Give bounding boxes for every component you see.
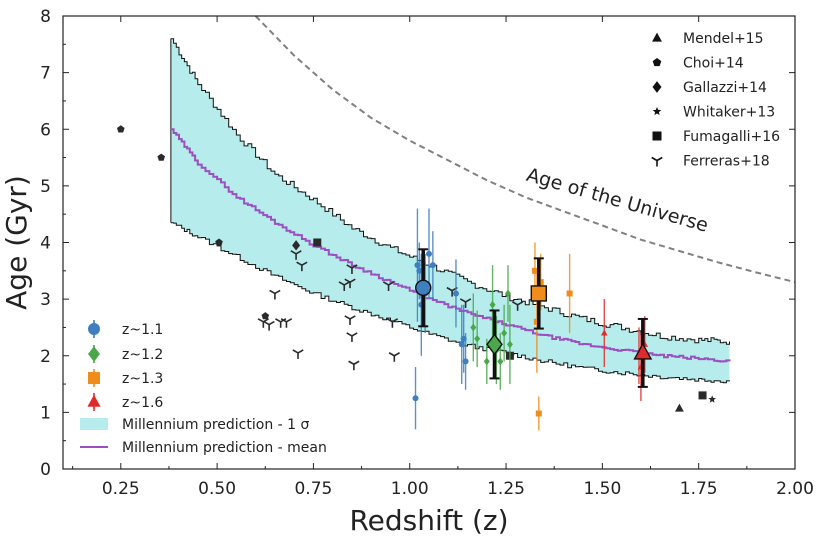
age-of-universe-curve <box>254 15 796 284</box>
lit-point-ferreras18 <box>290 250 302 260</box>
legend-label: Choi+14 <box>683 56 744 72</box>
x-tick-label: 1.00 <box>391 479 429 499</box>
lit-point-ferreras18 <box>292 349 304 359</box>
sample-13-point <box>535 410 542 417</box>
legend-label: Millennium prediction - 1 σ <box>122 417 310 433</box>
legend-label: z~1.1 <box>122 322 163 338</box>
legend-marker <box>88 346 100 362</box>
legend-marker <box>87 394 101 407</box>
legend-marker <box>652 58 662 67</box>
lit-point-ferreras18 <box>269 289 281 300</box>
legend-label: Mendel+15 <box>683 31 764 47</box>
legend-marker <box>652 81 662 93</box>
sigma-band-fill <box>170 38 730 383</box>
sample-13-point <box>533 318 540 325</box>
y-tick-label: 2 <box>40 347 51 367</box>
legend-label: Fumagalli+16 <box>683 129 780 145</box>
sample-16-point <box>600 329 608 336</box>
legend-marker <box>88 323 100 335</box>
y-tick-label: 6 <box>40 120 51 140</box>
lit-point-ferreras18 <box>382 281 395 291</box>
legend-marker <box>652 131 662 141</box>
lit-point-choi14 <box>117 125 125 133</box>
lit-point-ferreras18 <box>346 264 358 274</box>
y-tick-label: 5 <box>40 177 51 197</box>
lit-point-ferreras18 <box>459 298 472 308</box>
sample-11-mean-marker <box>415 279 432 296</box>
lit-point-whitaker13 <box>708 395 716 403</box>
legend-marker <box>88 372 100 384</box>
y-tick-label: 3 <box>40 290 51 310</box>
legend-samples: z~1.1 z~1.2 z~1.3 z~1.6 Millennium predictio… <box>80 320 327 456</box>
lit-point-ferreras18 <box>296 261 308 272</box>
x-tick-label: 1.50 <box>583 479 621 499</box>
sample-11-point <box>426 250 432 257</box>
sample-12-point <box>506 340 513 349</box>
sample-12-point <box>501 329 508 337</box>
sample-11-point <box>412 395 419 402</box>
sample-12-point <box>470 323 477 332</box>
sample-12-point <box>489 300 496 309</box>
lit-point-fumagalli16 <box>313 238 322 247</box>
lit-point-ferreras18 <box>346 332 358 342</box>
lit-point-ferreras18 <box>511 301 524 311</box>
x-tick-label: 2.00 <box>776 479 814 499</box>
sample-12-point <box>497 357 504 366</box>
sample-12-mean-marker <box>486 333 503 356</box>
lit-point-fumagalli16 <box>698 391 707 400</box>
lit-point-ferreras18 <box>344 315 356 325</box>
x-tick-label: 0.50 <box>198 479 236 499</box>
y-axis-title: Age (Gyr) <box>0 175 33 310</box>
lit-point-ferreras18 <box>386 318 399 328</box>
sample-12-point <box>504 289 511 298</box>
lit-point-ferreras18 <box>338 281 350 291</box>
legend-label: z~1.2 <box>122 347 163 363</box>
legend-literature: Mendel+15 Choi+14 Gallazzi+14 Whitaker+13 Fu… <box>651 31 780 170</box>
legend-marker <box>652 32 662 42</box>
y-tick-label: 0 <box>40 460 51 480</box>
lit-point-ferreras18 <box>348 360 360 371</box>
sample-11-point <box>429 262 436 269</box>
legend-label: Whitaker+13 <box>683 105 775 121</box>
legend-marker <box>651 156 663 167</box>
sample-13-point <box>537 279 544 286</box>
lit-point-choi14 <box>215 238 223 246</box>
sample-13-mean-marker <box>530 285 547 302</box>
legend-label: Gallazzi+14 <box>683 80 767 96</box>
sample-13-point <box>566 290 573 297</box>
x-tick-label: 0.75 <box>294 479 332 499</box>
sample-11-point <box>452 290 459 297</box>
legend-label: z~1.6 <box>122 395 163 411</box>
x-axis-title: Redshift (z) <box>349 504 508 537</box>
lit-point-choi14 <box>157 153 165 161</box>
lit-point-mendel15 <box>675 403 684 412</box>
x-tick-label: 1.25 <box>487 479 525 499</box>
sample-12-point <box>474 334 481 343</box>
y-tick-label: 8 <box>40 7 51 27</box>
sample-16-mean-marker <box>633 342 653 360</box>
legend-marker <box>652 107 662 116</box>
sample-13-point <box>531 267 538 274</box>
legend-label: z~1.3 <box>122 371 163 387</box>
lit-point-gallazzi14 <box>292 240 301 251</box>
legend-label: Ferreras+18 <box>683 154 770 170</box>
lit-point-ferreras18 <box>388 352 400 362</box>
legend-label: Millennium prediction - mean <box>122 440 327 456</box>
lit-point-ferreras18 <box>263 320 275 331</box>
x-tick-label: 0.25 <box>102 479 140 499</box>
lit-point-ferreras18 <box>280 318 293 328</box>
lit-point-choi14 <box>261 312 270 320</box>
y-tick-label: 4 <box>40 234 51 254</box>
x-tick-label: 1.75 <box>680 479 718 499</box>
lit-point-ferreras18 <box>344 278 356 289</box>
sample-11-point <box>462 358 469 365</box>
y-tick-label: 1 <box>40 403 51 423</box>
sample-12-point <box>483 357 490 366</box>
y-tick-label: 7 <box>40 64 51 84</box>
legend-band-swatch <box>80 418 108 430</box>
